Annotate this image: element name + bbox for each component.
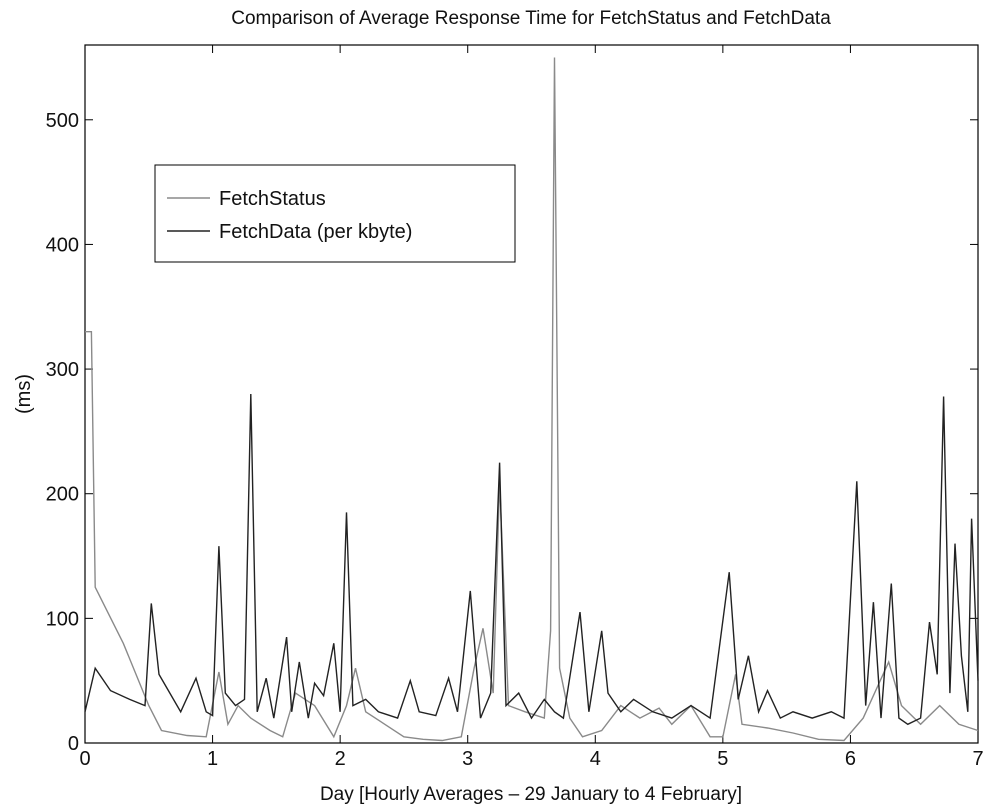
x-tick-label: 6	[845, 748, 856, 770]
y-tick-label: 200	[46, 484, 79, 506]
legend-label: FetchData (per kbyte)	[219, 221, 412, 243]
y-tick-label: 300	[46, 359, 79, 381]
x-tick-label: 2	[335, 748, 346, 770]
plot-frame	[84, 44, 979, 744]
legend-label: FetchStatus	[219, 188, 326, 210]
x-tick-label: 3	[462, 748, 473, 770]
data-line	[84, 393, 979, 726]
chart-title: Comparison of Average Response Time for …	[231, 8, 831, 29]
x-tick-label: 1	[207, 748, 218, 770]
y-axis-label: (ms)	[13, 374, 35, 414]
x-tick-label: 5	[717, 748, 728, 770]
y-tick-label: 100	[46, 608, 79, 630]
legend-box	[154, 164, 516, 263]
data-line	[85, 57, 979, 742]
x-axis-label: Day [Hourly Averages – 29 January to 4 F…	[320, 784, 742, 805]
x-tick-label: 4	[590, 748, 601, 770]
y-tick-label: 0	[68, 733, 79, 755]
x-tick-label: 0	[79, 748, 90, 770]
y-tick-label: 500	[46, 110, 79, 132]
x-tick-label: 7	[972, 748, 983, 770]
y-tick-label: 400	[46, 234, 79, 256]
